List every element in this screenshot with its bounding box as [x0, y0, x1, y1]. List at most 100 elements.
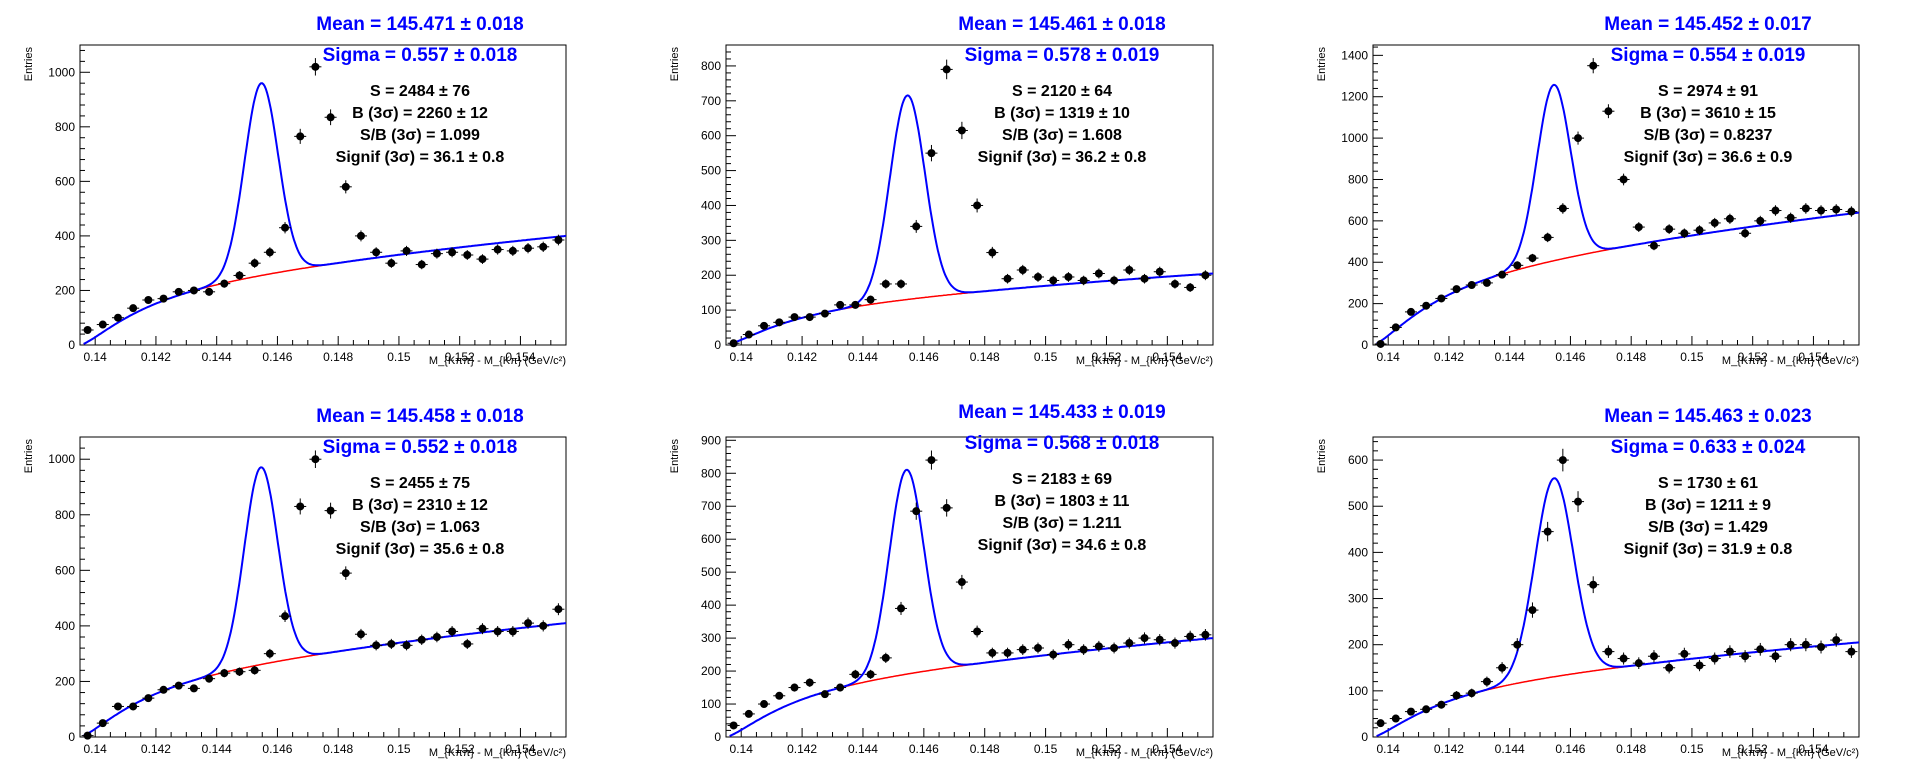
data-point [1108, 275, 1121, 286]
data-marker [1558, 204, 1567, 213]
y-tick-label: 800 [55, 120, 75, 134]
data-marker [1604, 647, 1613, 656]
stat-s: S = 2484 ± 76 [370, 83, 470, 100]
stat-b: B (3σ) = 2260 ± 12 [352, 105, 488, 122]
chart-panel-4: 0.14 0.142 0.144 0.146 0.148 0.15 0.152 0.154 0 2… [23, 406, 567, 759]
data-marker [1391, 714, 1400, 723]
x-tick-label: 0.142 [1434, 350, 1464, 364]
x-tick-label: 0.154 [1152, 350, 1182, 364]
data-marker [1786, 213, 1795, 222]
y-axis-title: Entries [1316, 439, 1328, 474]
y-axis-title: Entries [669, 47, 681, 82]
data-point [1708, 217, 1721, 228]
data-point [263, 247, 276, 258]
data-point [339, 180, 352, 194]
data-marker [372, 641, 381, 650]
data-marker [988, 248, 997, 257]
data-marker [957, 578, 966, 587]
data-point [1754, 642, 1767, 656]
data-point [1556, 203, 1569, 214]
data-marker [1665, 663, 1674, 672]
x-tick-label: 0.144 [848, 742, 878, 756]
data-marker [881, 653, 890, 662]
data-point [354, 230, 367, 242]
data-marker [1125, 266, 1134, 274]
stat-sb: S/B (3σ) = 1.608 [1002, 127, 1122, 144]
data-point [1389, 714, 1402, 723]
data-marker [524, 619, 533, 628]
data-point [309, 450, 322, 469]
data-marker [372, 248, 381, 257]
data-point [849, 300, 862, 309]
data-marker [851, 670, 860, 679]
data-marker [508, 246, 517, 255]
data-point [1184, 282, 1197, 292]
data-marker [554, 605, 563, 614]
data-marker [1695, 661, 1704, 670]
data-point [491, 626, 504, 637]
data-marker [1094, 269, 1103, 278]
data-point [127, 702, 140, 711]
data-point [233, 667, 246, 676]
data-marker [1498, 663, 1507, 672]
data-point [218, 279, 231, 288]
y-tick-label: 600 [55, 174, 75, 188]
data-marker [1064, 640, 1073, 649]
data-point [187, 684, 200, 693]
data-marker [1710, 654, 1719, 663]
x-tick-label: 0.14 [730, 350, 754, 364]
y-tick-label: 0 [68, 730, 75, 744]
x-tick-label: 0.154 [1798, 742, 1828, 756]
data-point [1047, 275, 1060, 286]
y-tick-label: 500 [701, 565, 721, 579]
data-marker [1832, 636, 1841, 645]
data-marker [1018, 266, 1027, 274]
data-marker [1170, 279, 1179, 288]
data-point [1450, 285, 1463, 294]
data-marker [1695, 226, 1704, 235]
data-point [1739, 228, 1752, 239]
data-point [1632, 657, 1645, 669]
data-marker [912, 507, 921, 516]
data-point [1077, 275, 1090, 286]
data-point [172, 681, 185, 690]
data-marker [524, 244, 533, 253]
data-point [400, 640, 413, 651]
y-tick-label: 0 [714, 338, 721, 352]
x-tick-label: 0.15 [1680, 742, 1704, 756]
data-marker [1619, 654, 1628, 663]
data-point [1845, 645, 1858, 658]
x-tick-label: 0.148 [1616, 742, 1646, 756]
data-marker [387, 639, 396, 648]
data-marker [1634, 223, 1643, 232]
x-tick-label: 0.148 [323, 350, 353, 364]
data-marker [448, 627, 457, 636]
data-marker [402, 246, 411, 255]
stat-signif: Signif (3σ) = 36.6 ± 0.9 [1624, 149, 1793, 166]
data-point [758, 321, 771, 330]
data-marker [83, 326, 92, 334]
data-point [1199, 270, 1212, 281]
x-tick-label: 0.14 [730, 742, 754, 756]
data-marker [1201, 271, 1210, 280]
data-point [895, 601, 908, 615]
data-marker [1201, 630, 1210, 639]
y-tick-label: 400 [701, 198, 721, 212]
data-marker [296, 502, 305, 511]
data-marker [775, 691, 784, 700]
x-tick-label: 0.15 [1034, 742, 1058, 756]
data-point [1587, 576, 1600, 594]
data-marker [296, 132, 305, 141]
total-fit-curve [729, 468, 1214, 737]
data-point [1799, 638, 1812, 652]
data-marker [1094, 642, 1103, 651]
data-point [1031, 272, 1044, 282]
x-tick-label: 0.146 [262, 742, 292, 756]
x-tick-label: 0.15 [1680, 350, 1704, 364]
data-marker [760, 700, 769, 709]
data-point [142, 296, 155, 304]
y-axis-title: Entries [23, 439, 35, 474]
data-marker [1422, 301, 1431, 310]
data-marker [1756, 645, 1765, 654]
data-marker [144, 296, 153, 304]
